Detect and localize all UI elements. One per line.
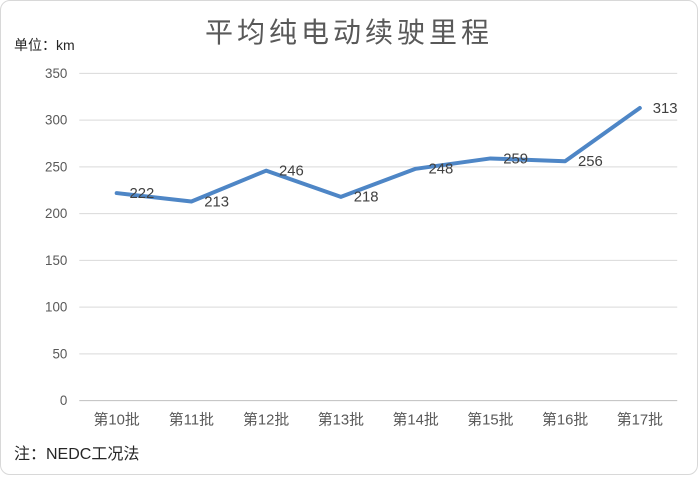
x-category-label: 第14批: [392, 410, 438, 428]
x-category-label: 第16批: [542, 410, 588, 428]
y-tick-label: 200: [45, 206, 67, 221]
data-point-label: 218: [354, 190, 379, 206]
x-category-label: 第11批: [169, 410, 214, 428]
y-tick-label: 300: [45, 113, 67, 128]
y-tick-label: 50: [52, 346, 67, 361]
x-category-label: 第12批: [243, 410, 289, 428]
y-tick-label: 100: [45, 300, 67, 315]
y-tick-label: 0: [60, 393, 67, 408]
x-category-label: 第15批: [467, 410, 513, 428]
y-tick-label: 250: [45, 159, 67, 174]
x-category-label: 第10批: [94, 410, 140, 428]
x-category-label: 第17批: [617, 410, 663, 428]
x-category-label: 第13批: [318, 410, 364, 428]
y-tick-label: 150: [45, 253, 67, 268]
chart-title: 平均纯电动续驶里程: [204, 17, 493, 48]
series-line: [114, 106, 642, 204]
footnote: 注：NEDC工况法: [14, 446, 140, 463]
y-tick-label: 350: [45, 66, 67, 81]
data-point-label: 213: [204, 194, 229, 210]
data-point-label: 246: [279, 164, 304, 180]
data-point-label: 248: [429, 162, 454, 178]
data-point-label: 222: [130, 186, 155, 202]
data-point-label: 256: [578, 154, 603, 170]
data-point-label: 313: [653, 101, 678, 117]
unit-label: 单位：km: [14, 37, 75, 53]
data-point-label: 259: [503, 151, 528, 167]
